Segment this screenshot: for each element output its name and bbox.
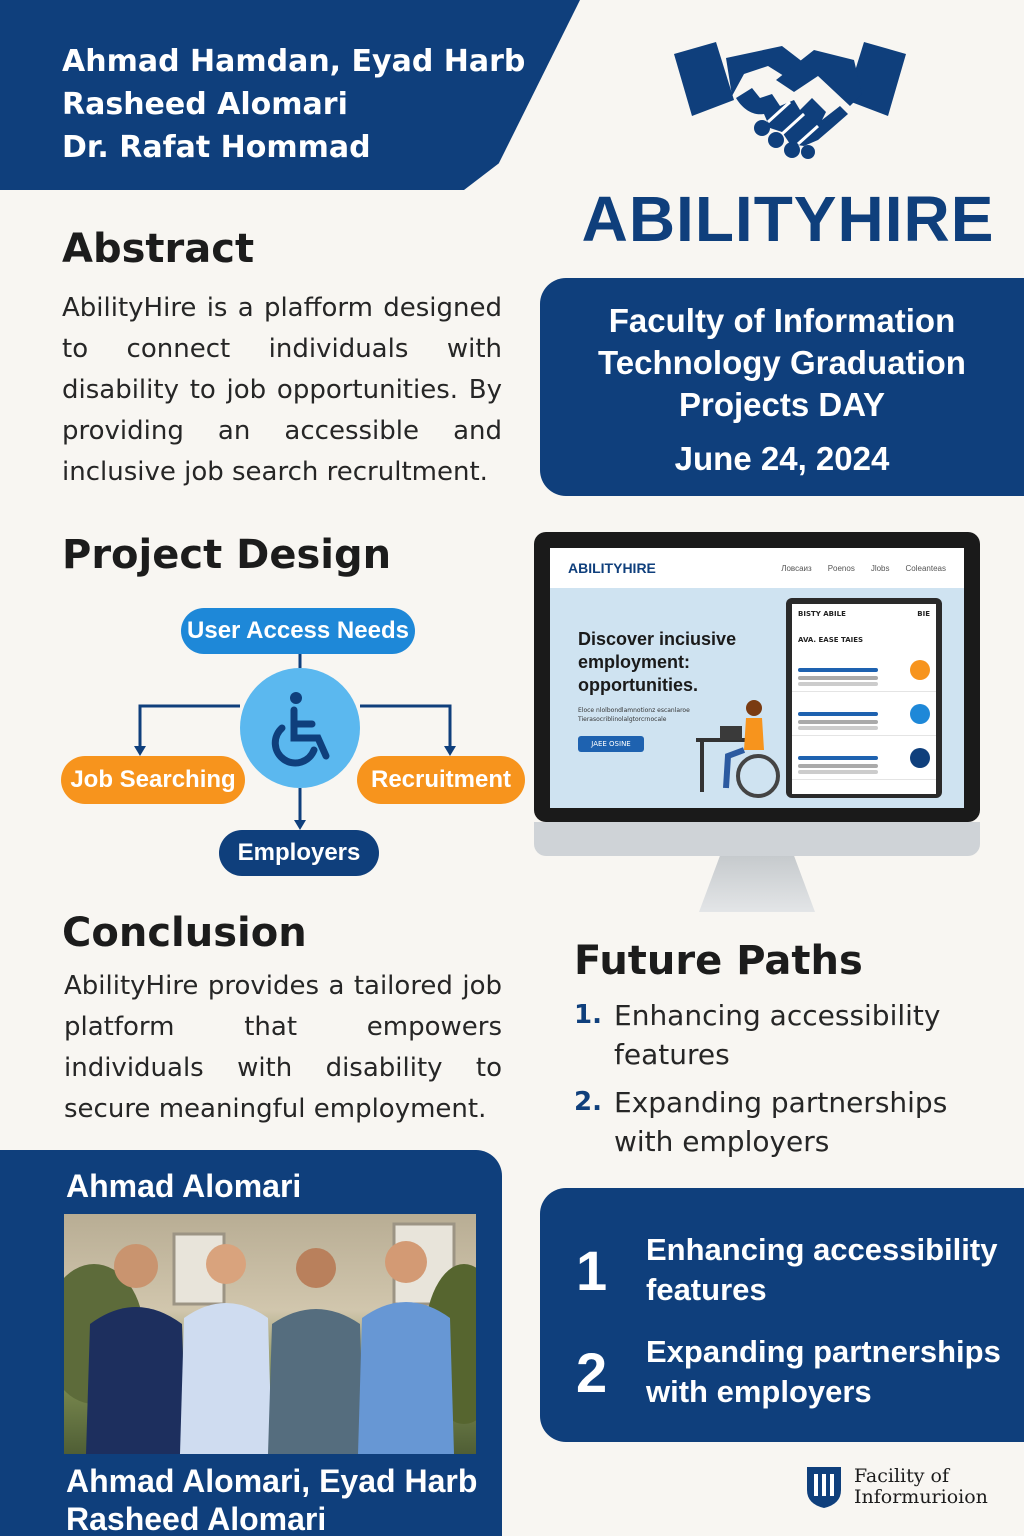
future-box-line: Enhancing accessibility — [646, 1232, 998, 1267]
mockup-job-row — [792, 736, 936, 780]
mockup-hero: Discover inciusive employment: opportuni… — [550, 588, 964, 808]
event-title-line-1: Faculty of Information — [608, 302, 956, 339]
brand-name: ABILITYHIRE — [581, 183, 995, 255]
future-box-line: features — [646, 1272, 767, 1307]
node-recruitment: Recruitment — [357, 756, 525, 804]
future-paths-heading: Future Paths — [574, 938, 863, 984]
future-box-item: 1 Enhancing accessibility features — [576, 1230, 997, 1310]
mockup-phone-header: BISTY ABILE BIE — [792, 604, 936, 624]
avatar — [910, 659, 930, 680]
team-names-line-2: Rasheed Alomari — [66, 1501, 327, 1536]
node-user-access-needs: User Access Needs — [181, 608, 415, 654]
future-box-item: 2 Expanding partnerships with employers — [576, 1332, 1001, 1412]
mockup-nav: ABILITYHIRE Ловсаиз Poenos Jlobs Coleant… — [550, 548, 964, 588]
node-employers: Employers — [219, 830, 379, 876]
future-paths-list: 1. Enhancing accessibility features 2. E… — [574, 996, 994, 1170]
authors-line-2: Rasheed Alomari — [62, 87, 348, 122]
event-date: June 24, 2024 — [674, 440, 890, 477]
future-path-number: 1. — [574, 1000, 602, 1030]
future-path-text: Expanding partnerships with employers — [614, 1086, 948, 1158]
diagram-connectors — [134, 650, 456, 830]
team-name-top: Ahmad Alomari — [66, 1168, 302, 1204]
event-title-line-2: Technology Graduation — [598, 344, 966, 381]
job-row-text — [798, 711, 878, 716]
future-box-text: Enhancing accessibility features — [646, 1230, 997, 1310]
mockup-job-row — [792, 648, 936, 692]
future-box-text: Expanding partnerships with employers — [646, 1332, 1001, 1412]
event-title: Faculty of Information Technology Gradua… — [540, 300, 1024, 426]
project-design-diagram: User Access Needs Job Searching Recruitm… — [55, 600, 535, 890]
event-title-line-3: Projects DAY — [678, 386, 886, 423]
mockup-nav-link: Poenos — [827, 563, 855, 573]
future-paths-box: 1 Enhancing accessibility features 2 Exp… — [540, 1188, 1024, 1442]
monitor-stand — [699, 856, 815, 912]
handshake-icon — [674, 42, 906, 159]
team-photo — [64, 1214, 476, 1454]
future-box-number: 1 — [576, 1238, 608, 1302]
future-path-item: 1. Enhancing accessibility features — [574, 996, 994, 1074]
mockup-nav-links: Ловсаиз Poenos Jlobs Coleanteas — [781, 564, 946, 573]
team-photo-illustration — [64, 1222, 476, 1454]
future-path-item: 2. Expanding partnerships with employers — [574, 1083, 994, 1161]
mockup-phone-screen: BISTY ABILE BIE AVA. EASE TAIES — [792, 604, 936, 794]
faculty-name: Facility of Informurioion — [854, 1466, 988, 1508]
faculty-name-line-1: Facility of — [854, 1465, 949, 1487]
abstract-text: AbilityHire is a plafform designed to co… — [62, 293, 502, 487]
authors-banner — [0, 0, 580, 190]
project-design-heading: Project Design — [62, 532, 392, 578]
mockup-phone: BISTY ABILE BIE AVA. EASE TAIES — [786, 598, 942, 798]
job-row-text — [798, 667, 878, 672]
crest-icon — [807, 1467, 841, 1508]
future-box-line: with employers — [646, 1374, 872, 1409]
mockup-phone-title-right: BIE — [917, 610, 930, 618]
mockup-phone-subtitle: AVA. EASE TAIES — [798, 636, 864, 644]
mockup-hero-title: Discover inciusive employment: opportuni… — [578, 629, 737, 695]
team-names-line-1: Ahmad Alomari, Eyad Harb — [66, 1463, 478, 1499]
website-screenshot: ABILITYHIRE Ловсаиз Poenos Jlobs Coleant… — [550, 548, 964, 808]
monitor-mockup: ABILITYHIRE Ловсаиз Poenos Jlobs Coleant… — [534, 532, 980, 922]
avatar — [910, 703, 930, 724]
authors-list: Ahmad Hamdan, Eyad Harb Rasheed Alomari … — [62, 40, 525, 169]
authors-line-1: Ahmad Hamdan, Eyad Harb — [62, 44, 526, 79]
mockup-nav-link: Ловсаиз — [781, 563, 812, 573]
node-job-searching: Job Searching — [61, 756, 245, 804]
faculty-name-line-2: Informurioion — [854, 1486, 988, 1508]
authors-line-3: Dr. Rafat Hommad — [62, 130, 371, 165]
team-names-bottom: Ahmad Alomari, Eyad Harb Rasheed Alomari — [66, 1462, 477, 1536]
mockup-hero-subtitle: Eloce nlolbondlamnotionz escanlaroe Tier… — [578, 707, 690, 723]
future-box-line: Expanding partnerships — [646, 1334, 1001, 1369]
faculty-logo: Facility of Informurioion — [804, 1464, 988, 1510]
future-path-number: 2. — [574, 1087, 602, 1117]
avatar — [910, 747, 930, 768]
mockup-phone-title: BISTY ABILE — [798, 610, 846, 618]
conclusion-text: AbilityHire provides a tailored job plat… — [64, 971, 502, 1124]
future-box-number: 2 — [576, 1340, 608, 1404]
job-row-text — [798, 755, 878, 760]
mockup-nav-link: Coleanteas — [905, 563, 946, 573]
mockup-nav-link: Jlobs — [870, 563, 890, 573]
mockup-brand: ABILITYHIRE — [568, 560, 656, 576]
mockup-hero-button: JAEE OSINE — [578, 736, 644, 752]
conclusion-heading: Conclusion — [62, 910, 307, 956]
abstract-heading: Abstract — [62, 226, 255, 272]
center-node — [240, 668, 360, 788]
future-path-text: Enhancing accessibility features — [614, 999, 941, 1071]
wheelchair-icon — [271, 692, 330, 767]
monitor-frame: ABILITYHIRE Ловсаиз Poenos Jlobs Coleant… — [534, 532, 980, 822]
mockup-job-row — [792, 692, 936, 736]
monitor-chin — [534, 822, 980, 856]
wheelchair-user-illustration — [696, 700, 780, 798]
event-box: Faculty of Information Technology Gradua… — [540, 278, 1024, 496]
